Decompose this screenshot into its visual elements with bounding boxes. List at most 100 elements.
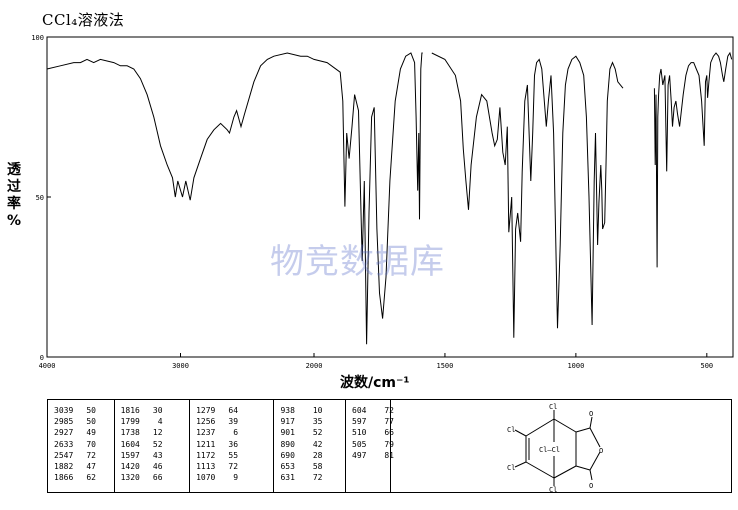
peak-transmittance: 81 — [384, 450, 394, 460]
peak-transmittance: 52 — [152, 439, 163, 449]
atom-cl-left-upper: Cl — [507, 426, 515, 434]
peak-transmittance: 9 — [233, 473, 239, 483]
watermark: 物竞数据库 — [270, 242, 445, 282]
peak-row: 2547 72 — [54, 450, 114, 461]
peak-wavenumber: 1256 — [196, 417, 216, 427]
peak-table: 3039 50 2985 50 2927 49 2633 70 2547 72 1882 47 1866… — [47, 399, 394, 493]
peak-row: 2633 70 — [54, 439, 114, 450]
peak-wavenumber: 510 — [352, 428, 367, 438]
peak-row: 1113 72 — [196, 461, 273, 472]
x-axis-label: 波数/cm⁻¹ — [340, 375, 410, 391]
peak-transmittance: 28 — [312, 450, 323, 460]
x-tick-label: 4000 — [39, 362, 56, 370]
peak-column: 938 10 917 35 901 52 890 42 690 28 653 58 631 72 — [274, 400, 346, 492]
y-axis-label-text: 透过率 % — [6, 162, 22, 229]
peak-wavenumber: 631 — [280, 473, 295, 483]
peak-transmittance: 50 — [86, 406, 96, 415]
peak-transmittance: 52 — [312, 428, 323, 438]
peak-row: 510 66 — [352, 427, 394, 438]
peak-row: 1237 6 — [196, 427, 273, 438]
peak-row: 2927 49 — [54, 427, 114, 438]
peak-wavenumber: 1320 — [120, 473, 140, 483]
peak-row: 917 35 — [280, 416, 345, 427]
peak-wavenumber: 3039 — [54, 406, 74, 415]
peak-transmittance: 77 — [384, 417, 394, 427]
peak-row: 631 72 — [280, 472, 345, 483]
peak-wavenumber: 505 — [352, 439, 367, 449]
atom-o-carbonyl-top: O — [589, 410, 593, 418]
peak-wavenumber: 917 — [280, 417, 295, 427]
peak-transmittance: 66 — [152, 473, 163, 483]
x-tick-label: 3000 — [172, 362, 189, 370]
peak-row: 901 52 — [280, 427, 345, 438]
peak-wavenumber: 1420 — [120, 462, 140, 472]
peak-wavenumber: 1799 — [120, 417, 140, 427]
peak-transmittance: 64 — [228, 406, 239, 415]
molecule-atoms: Cl Cl Cl Cl—Cl Cl O O O — [507, 403, 603, 494]
peak-row: 597 77 — [352, 416, 394, 427]
peak-wavenumber: 1211 — [196, 439, 216, 449]
peak-transmittance: 10 — [312, 406, 323, 415]
peak-row: 1799 4 — [121, 416, 190, 427]
x-tick-label: 1500 — [437, 362, 454, 370]
x-tick-label: 500 — [700, 362, 713, 370]
x-tick-label: 1000 — [567, 362, 584, 370]
peak-row: 1866 62 — [54, 472, 114, 483]
spectrum-series — [46, 51, 733, 345]
peak-wavenumber: 890 — [280, 439, 295, 449]
peak-row: 1320 66 — [121, 472, 190, 483]
peak-row: 1211 36 — [196, 439, 273, 450]
peak-row: 1738 12 — [121, 427, 190, 438]
peak-transmittance: 12 — [152, 428, 163, 438]
peak-transmittance: 36 — [228, 439, 239, 449]
atom-o-carbonyl-bottom: O — [589, 482, 593, 490]
peak-row: 1420 46 — [121, 461, 190, 472]
peak-wavenumber: 1604 — [120, 439, 140, 449]
peak-column: 1279 64 1256 39 1237 6 1211 36 1172 55 1113 72 1070 9 — [190, 400, 275, 492]
peak-row: 1256 39 — [196, 416, 273, 427]
peak-row: 505 79 — [352, 439, 394, 450]
peak-transmittance: 79 — [384, 439, 394, 449]
peak-transmittance: 49 — [86, 428, 96, 438]
peak-transmittance: 39 — [228, 417, 239, 427]
peak-row: 1279 64 — [196, 405, 273, 416]
peak-transmittance: 30 — [152, 406, 163, 415]
peak-transmittance: 35 — [312, 417, 323, 427]
molecule-diagram: Cl Cl Cl Cl—Cl Cl O O O — [507, 403, 603, 494]
peak-wavenumber: 1113 — [196, 462, 216, 472]
molecule-bonds — [514, 410, 601, 486]
peak-wavenumber: 2547 — [54, 450, 74, 460]
peak-transmittance: 70 — [86, 439, 96, 449]
spectrum-line-segment-3 — [653, 51, 733, 268]
peak-wavenumber: 901 — [280, 428, 295, 438]
peak-wavenumber: 1866 — [54, 473, 74, 483]
peak-transmittance: 6 — [233, 428, 239, 438]
peak-wavenumber: 1237 — [196, 428, 216, 438]
y-tick-label: 100 — [31, 34, 44, 42]
peak-column: 604 72 597 77 510 66 505 79 497 81 — [346, 400, 394, 492]
y-tick-label: 0 — [40, 354, 44, 362]
peak-wavenumber: 1070 — [196, 473, 216, 483]
chart-title: CCl₄溶液法 — [42, 11, 125, 29]
peak-wavenumber: 653 — [280, 462, 295, 472]
peak-transmittance: 43 — [152, 450, 163, 460]
peak-wavenumber: 2633 — [54, 439, 74, 449]
peak-wavenumber: 690 — [280, 450, 295, 460]
spectrum-line-segment-2 — [431, 52, 624, 338]
peak-transmittance: 72 — [86, 450, 96, 460]
peak-wavenumber: 2927 — [54, 428, 74, 438]
peak-transmittance: 46 — [152, 462, 163, 472]
peak-row: 497 81 — [352, 450, 394, 461]
peak-row: 2985 50 — [54, 416, 114, 427]
peak-row: 1070 9 — [196, 472, 273, 483]
atom-cl-bottom: Cl — [549, 486, 557, 493]
peak-wavenumber: 1816 — [120, 406, 140, 415]
peak-transmittance: 72 — [384, 406, 394, 415]
x-tick-label: 2000 — [306, 362, 323, 370]
peak-transmittance: 42 — [312, 439, 323, 449]
peak-column: 3039 50 2985 50 2927 49 2633 70 2547 72 1882 47 1866… — [48, 400, 115, 492]
atom-o-ring: O — [599, 447, 603, 455]
peak-row: 1604 52 — [121, 439, 190, 450]
structure-box: Cl Cl Cl Cl—Cl Cl O O O — [391, 399, 732, 494]
